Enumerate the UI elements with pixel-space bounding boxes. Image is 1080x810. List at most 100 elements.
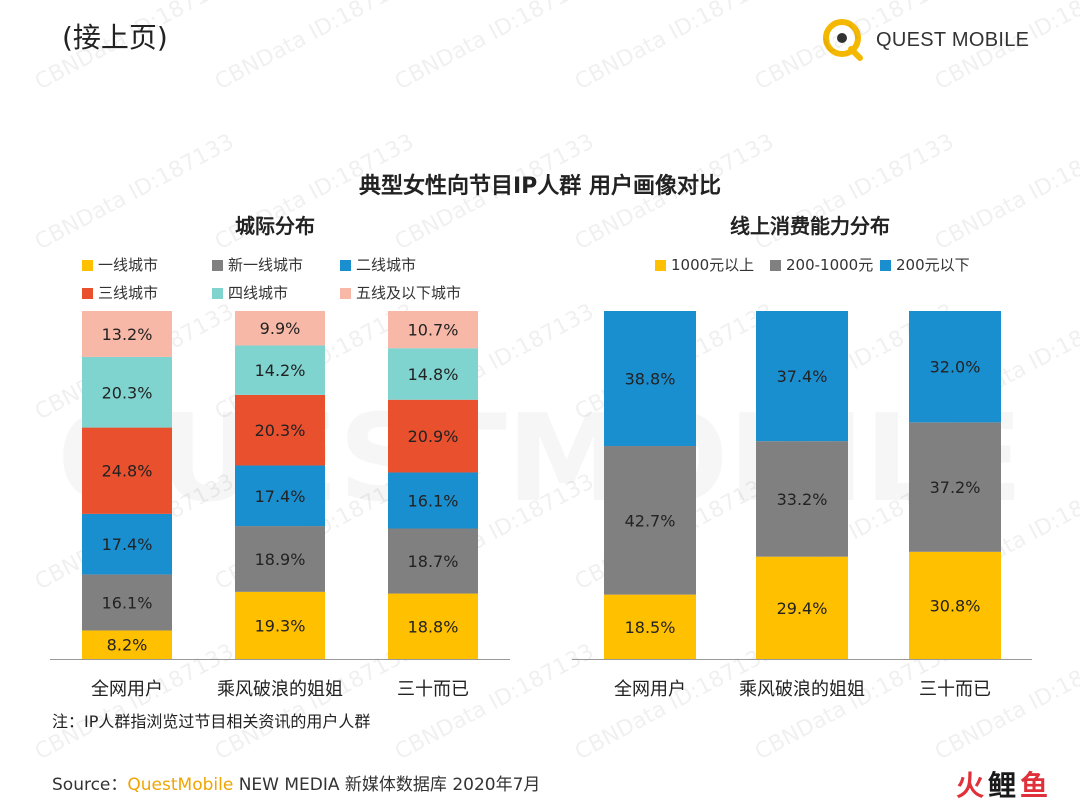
chart-1-data-label-0-1: 16.1% [102,593,153,612]
chart-2-title: 线上消费能力分布 [730,214,890,238]
chart-1-bar-2-1 [388,528,478,594]
chart-1-bar-2-5 [388,311,478,349]
legend-1-swatch-0 [82,260,93,271]
chart-1-data-label-2-4: 14.8% [408,365,459,384]
chart-2-data-label-1-0: 29.4% [777,599,828,618]
chart-1-data-label-1-5: 9.9% [260,319,301,338]
chart-2-category-label-0: 全网用户 [614,679,686,700]
chart-1-data-label-1-2: 17.4% [255,487,306,506]
source-prefix: Source： [52,775,128,795]
chart-2-bar-0-2 [604,311,696,447]
chart-1-data-label-2-5: 10.7% [408,321,459,340]
legend-1-swatch-2 [340,260,351,271]
chart-2-bar-1-0 [756,556,848,659]
chart-1-bar-1-0 [235,591,325,659]
chart-1-bar-0-1 [82,574,172,631]
legend-2-item-2: 200元以下 [880,254,970,275]
footer-logo-char-3: 鱼 [1019,769,1052,802]
chart-1-category-label-1: 乘风破浪的姐姐 [217,679,343,700]
footer-logo-char-2: 鲤 [987,769,1020,802]
chart-1-bar-2-4 [388,348,478,400]
legend-2-item-0: 1000元以上 [655,254,754,275]
chart-1-bar-0-2 [82,513,172,575]
chart-1-data-label-0-2: 17.4% [102,535,153,554]
chart-1-data-label-1-3: 20.3% [255,421,306,440]
legend-1-item-5: 五线及以下城市 [340,282,461,303]
legend-2-label-2: 200元以下 [896,256,970,274]
chart-2-bar-2-1 [909,422,1001,552]
chart-1-bar-1-1 [235,526,325,592]
source-brand: QuestMobile [127,775,234,795]
chart-1-data-label-1-1: 18.9% [255,550,306,569]
chart-1-bar-2-2 [388,472,478,529]
source-detail: NEW MEDIA 新媒体数据库 2020年7月 [233,775,541,795]
chart-1-bar-0-4 [82,356,172,428]
legend-1-item-2: 二线城市 [340,254,416,275]
chart-2-bar-0-0 [604,594,696,659]
chart-2-data-label-2-1: 37.2% [930,478,981,497]
chart-1-bar-1-3 [235,394,325,466]
legend-2-label-1: 200-1000元 [786,256,874,274]
legend-1-item-1: 新一线城市 [212,254,303,275]
chart-1-data-label-0-0: 8.2% [107,636,148,655]
legend-1-label-0: 一线城市 [98,256,159,274]
legend-1-item-0: 一线城市 [82,254,158,275]
legend-1-label-3: 三线城市 [98,284,159,302]
chart-2-category-label-1: 乘风破浪的姐姐 [739,679,865,700]
chart-1-data-label-2-3: 20.9% [408,427,459,446]
legend-1-item-3: 三线城市 [82,282,158,303]
chart-1-data-label-2-1: 18.7% [408,552,459,571]
chart-2-bar-2-0 [909,551,1001,659]
chart-2-bar-1-2 [756,311,848,442]
chart-1-data-label-1-0: 19.3% [255,616,306,635]
footer-logo-char-1: 火 [955,769,988,802]
legend-2-item-1: 200-1000元 [770,254,873,275]
chart-2-data-label-1-2: 37.4% [777,367,828,386]
page-heading: (接上页) [62,21,168,54]
brand-name: QUEST MOBILE [876,29,1030,51]
chart-1-data-label-1-4: 14.2% [255,361,306,380]
legend-1-item-4: 四线城市 [212,282,288,303]
chart-1-bar-1-2 [235,465,325,527]
legend-2-swatch-1 [770,260,781,271]
chart-1-data-label-0-5: 13.2% [102,325,153,344]
chart-2-category-label-2: 三十而已 [919,679,991,700]
chart-1-bar-2-3 [388,399,478,473]
legend-1-swatch-4 [212,288,223,299]
chart-2: 18.5% 42.7% 38.8% 全网用户 29.4% 33.2% 37.4% 乘风破浪的姐… [572,311,1032,700]
chart-1-category-label-0: 全网用户 [91,679,163,700]
chart-1-data-label-2-0: 18.8% [408,617,459,636]
chart-1-bar-1-5 [235,311,325,346]
chart-2-data-label-1-1: 33.2% [777,490,828,509]
chart-1-bar-0-0 [82,630,172,659]
chart-1-title: 城际分布 [235,214,315,238]
legend-1-label-1: 新一线城市 [228,256,304,274]
chart-2-data-label-0-2: 38.8% [625,370,676,389]
footnote: 注：IP人群指浏览过节目相关资讯的用户人群 [52,712,371,731]
chart-2-bar-0-1 [604,446,696,595]
chart-1-data-label-0-3: 24.8% [102,462,153,481]
chart-1-bar-1-4 [235,345,325,395]
chart-2-data-label-2-2: 32.0% [930,358,981,377]
chart-1-bar-0-3 [82,427,172,514]
brand-mark-icon [823,19,863,61]
legend-2-swatch-0 [655,260,666,271]
chart-1: 8.2% 16.1% 17.4% 24.8% 20.3% 13.2% 全网用户 19.3% 18… [50,311,510,700]
chart-2-data-label-0-1: 42.7% [625,511,676,530]
chart-2-bar-1-1 [756,441,848,557]
footer-logo: 火鲤鱼 [956,764,1052,804]
chart-2-data-label-2-0: 30.8% [930,596,981,615]
chart-1-category-label-2: 三十而已 [397,679,469,700]
chart-1-bar-2-0 [388,593,478,659]
chart-2-data-label-0-0: 18.5% [625,618,676,637]
legend-1-label-5: 五线及以下城市 [356,284,462,302]
chart-1-data-label-0-4: 20.3% [102,383,153,402]
legend-1-label-2: 二线城市 [356,256,417,274]
legend-1-swatch-3 [82,288,93,299]
legend-2-label-0: 1000元以上 [671,256,755,274]
chart-2-bar-2-2 [909,311,1001,423]
source-line: Source：QuestMobile NEW MEDIA 新媒体数据库 2020… [52,770,540,795]
legend-1-label-4: 四线城市 [228,284,289,302]
brand-logo: QUEST MOBILE [818,16,1038,64]
legend-1-swatch-1 [212,260,223,271]
